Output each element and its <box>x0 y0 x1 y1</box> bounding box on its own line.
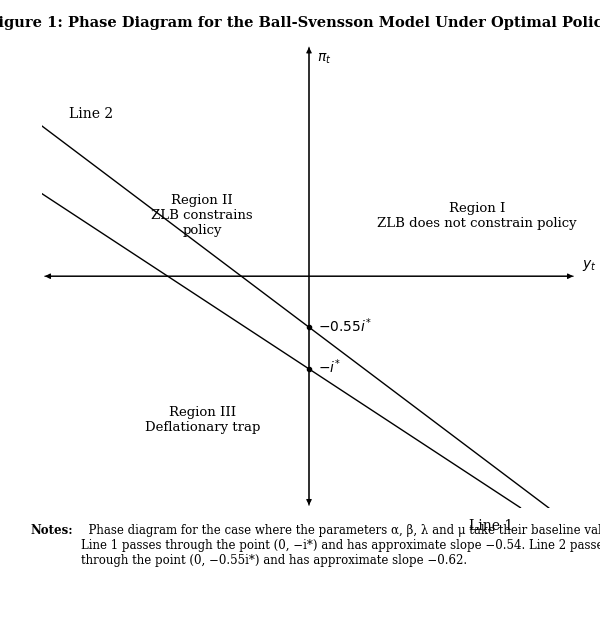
Text: Figure 1: Phase Diagram for the Ball-Svensson Model Under Optimal Policy: Figure 1: Phase Diagram for the Ball-Sve… <box>0 16 600 30</box>
Text: $-i^{*}$: $-i^{*}$ <box>318 358 341 377</box>
Text: $y_t$: $y_t$ <box>582 258 597 272</box>
Text: $\pi_t$: $\pi_t$ <box>317 52 331 66</box>
Text: Region II
ZLB constrains
policy: Region II ZLB constrains policy <box>151 194 253 237</box>
Text: $-0.55i^{*}$: $-0.55i^{*}$ <box>318 316 372 335</box>
Text: Region I
ZLB does not constrain policy: Region I ZLB does not constrain policy <box>377 202 577 230</box>
Text: Phase diagram for the case where the parameters α, β, λ and μ take their baselin: Phase diagram for the case where the par… <box>81 524 600 567</box>
Text: Notes:: Notes: <box>30 524 73 537</box>
Text: Region III
Deflationary trap: Region III Deflationary trap <box>145 406 260 434</box>
Text: Line 2: Line 2 <box>69 107 113 121</box>
Text: Line 1: Line 1 <box>469 519 513 533</box>
